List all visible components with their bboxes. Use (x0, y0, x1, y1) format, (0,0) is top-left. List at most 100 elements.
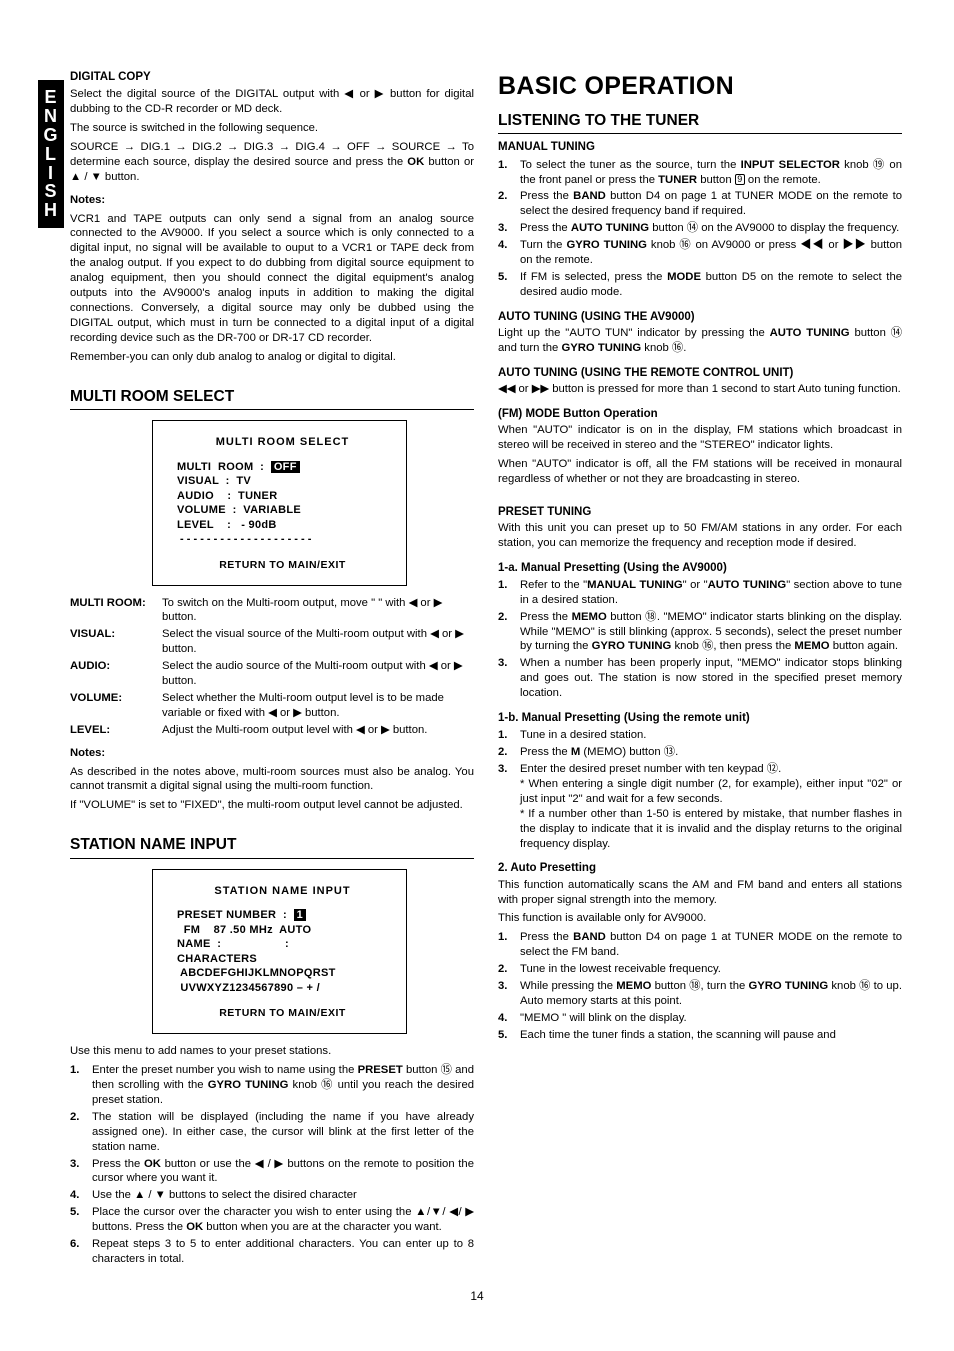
station-name-title: STATION NAME INPUT (70, 835, 474, 858)
p1b-title: 1-b. Manual Presetting (Using the remote… (498, 711, 902, 726)
p1a-steps: 1.Refer to the "MANUAL TUNING" or "AUTO … (498, 578, 902, 701)
def-val: Select whether the Multi-room output lev… (162, 691, 474, 721)
osd-line: ABCDEFGHIJKLMNOPQRST (177, 966, 388, 981)
fm-mode-p2: When "AUTO" indicator is off, all the FM… (498, 457, 902, 487)
multi-room-osd: MULTI ROOM SELECT MULTI ROOM : OFF VISUA… (152, 420, 407, 585)
preset-tuning-text: With this unit you can preset up to 50 F… (498, 521, 902, 551)
bold: OK (144, 1158, 161, 1170)
step-num: 5. (70, 1205, 92, 1235)
list-item: 3.Press the OK button or use the ◀ / ▶ b… (70, 1157, 474, 1187)
step-num: 4. (70, 1188, 92, 1203)
right-column: BASIC OPERATION LISTENING TO THE TUNER M… (498, 70, 902, 1269)
osd-line: NAME : : (177, 937, 388, 952)
step-text: Press the M (MEMO) button ⑬. (520, 745, 902, 760)
def-row: LEVEL:Adjust the Multi-room output level… (70, 723, 474, 738)
osd-line: CHARACTERS (177, 952, 388, 967)
step-num: 2. (70, 1110, 92, 1155)
step-num: 4. (498, 238, 520, 268)
osd-line: VISUAL : TV (177, 474, 388, 489)
list-item: 1.To select the tuner as the source, tur… (498, 158, 902, 188)
bold: BAND (573, 931, 606, 943)
list-item: 3.When a number has been properly input,… (498, 656, 902, 701)
def-key: MULTI ROOM: (70, 596, 162, 626)
step-text: Press the BAND button D4 on page 1 at TU… (520, 930, 902, 960)
p2-title: 2. Auto Presetting (498, 861, 902, 876)
multi-room-title: MULTI ROOM SELECT (70, 387, 474, 410)
osd-line: MULTI ROOM : OFF (177, 460, 388, 475)
step-text: While pressing the MEMO button ⑱, turn t… (520, 979, 902, 1009)
step-num: 1. (498, 158, 520, 188)
bold: MEMO (794, 640, 829, 652)
text: button ⑱, turn the (651, 980, 748, 992)
step-text: Repeat steps 3 to 5 to enter additional … (92, 1237, 474, 1267)
step-num: 5. (498, 270, 520, 300)
bold: TUNER (658, 174, 697, 186)
page-root: ENGLISH DIGITAL COPY Select the digital … (0, 0, 954, 1343)
text: Press the (92, 1158, 144, 1170)
step-text: Each time the tuner finds a station, the… (520, 1028, 902, 1043)
osd-highlight: OFF (271, 461, 300, 473)
step-num: 6. (70, 1237, 92, 1267)
text: Press the (520, 931, 573, 943)
osd-highlight: 1 (294, 909, 306, 921)
def-val: Select the audio source of the Multi-roo… (162, 659, 474, 689)
osd-return: RETURN TO MAIN/EXIT (177, 559, 388, 573)
step-text: Enter the preset number you wish to name… (92, 1063, 474, 1108)
text: Enter the desired preset number with ten… (520, 763, 781, 775)
list-item: 2.Press the BAND button D4 on page 1 at … (498, 189, 902, 219)
page-number: 14 (52, 1289, 902, 1303)
p1b-steps: 1.Tune in a desired station. 2.Press the… (498, 728, 902, 851)
step-text: Turn the GYRO TUNING knob ⑯ on AV9000 or… (520, 238, 902, 268)
bold: GYRO TUNING (208, 1079, 289, 1091)
osd-line: FM 87 .50 MHz AUTO (177, 923, 388, 938)
text: (MEMO) button ⑬. (580, 746, 678, 758)
osd-return: RETURN TO MAIN/EXIT (177, 1007, 388, 1021)
left-column: DIGITAL COPY Select the digital source o… (70, 70, 474, 1269)
text: on the remote. (745, 174, 821, 186)
bold: GYRO TUNING (561, 342, 641, 354)
list-item: 2.Press the M (MEMO) button ⑬. (498, 745, 902, 760)
step-text: Tune in the lowest receivable frequency. (520, 962, 902, 977)
p1a-title: 1-a. Manual Presetting (Using the AV9000… (498, 561, 902, 576)
step-text: The station will be displayed (including… (92, 1110, 474, 1155)
bold: AUTO TUNING (708, 579, 787, 591)
preset-tuning-title: PRESET TUNING (498, 505, 902, 520)
text: MULTI ROOM : (177, 461, 271, 473)
notes-title: Notes: (70, 193, 474, 208)
text: button again. (830, 640, 898, 652)
bold: MEMO (616, 980, 651, 992)
def-row: MULTI ROOM:To switch on the Multi-room o… (70, 596, 474, 626)
bold: MEMO (572, 611, 607, 623)
text: * When entering a single digit number (2… (520, 778, 902, 805)
bold: PRESET (358, 1064, 403, 1076)
step-num: 3. (498, 221, 520, 236)
text: button (697, 174, 735, 186)
station-name-osd: STATION NAME INPUT PRESET NUMBER : 1 FM … (152, 869, 407, 1034)
step-text: If FM is selected, press the MODE button… (520, 270, 902, 300)
list-item: 4.Use the ▲ / ▼ buttons to select the di… (70, 1188, 474, 1203)
list-item: 2.Press the MEMO button ⑱. "MEMO" indica… (498, 610, 902, 655)
list-item: 2.The station will be displayed (includi… (70, 1110, 474, 1155)
notes-2: Remember-you can only dub analog to anal… (70, 350, 474, 365)
def-val: Select the visual source of the Multi-ro… (162, 627, 474, 657)
fm-mode-p1: When "AUTO" indicator is on in the displ… (498, 423, 902, 453)
step-text: To select the tuner as the source, turn … (520, 158, 902, 188)
step-num: 3. (498, 979, 520, 1009)
step-num: 1. (498, 930, 520, 960)
bold: M (571, 746, 580, 758)
step-num: 2. (498, 962, 520, 977)
auto-remote-text: ◀◀ or ▶▶ button is pressed for more than… (498, 382, 902, 397)
step-text: Press the BAND button D4 on page 1 at TU… (520, 189, 902, 219)
p2-p2: This function is available only for AV90… (498, 911, 902, 926)
text: If FM is selected, press the (520, 271, 667, 283)
station-steps: 1.Enter the preset number you wish to na… (70, 1063, 474, 1267)
def-row: AUDIO:Select the audio source of the Mul… (70, 659, 474, 689)
step-num: 1. (498, 578, 520, 608)
list-item: 1.Tune in a desired station. (498, 728, 902, 743)
ok-label: OK (407, 156, 424, 168)
manual-tuning-title: MANUAL TUNING (498, 140, 902, 155)
digital-copy-p3: SOURCE → DIG.1 → DIG.2 → DIG.3 → DIG.4 →… (70, 140, 474, 185)
list-item: 1.Enter the preset number you wish to na… (70, 1063, 474, 1108)
list-item: 5.Place the cursor over the character yo… (70, 1205, 474, 1235)
list-item: 6.Repeat steps 3 to 5 to enter additiona… (70, 1237, 474, 1267)
